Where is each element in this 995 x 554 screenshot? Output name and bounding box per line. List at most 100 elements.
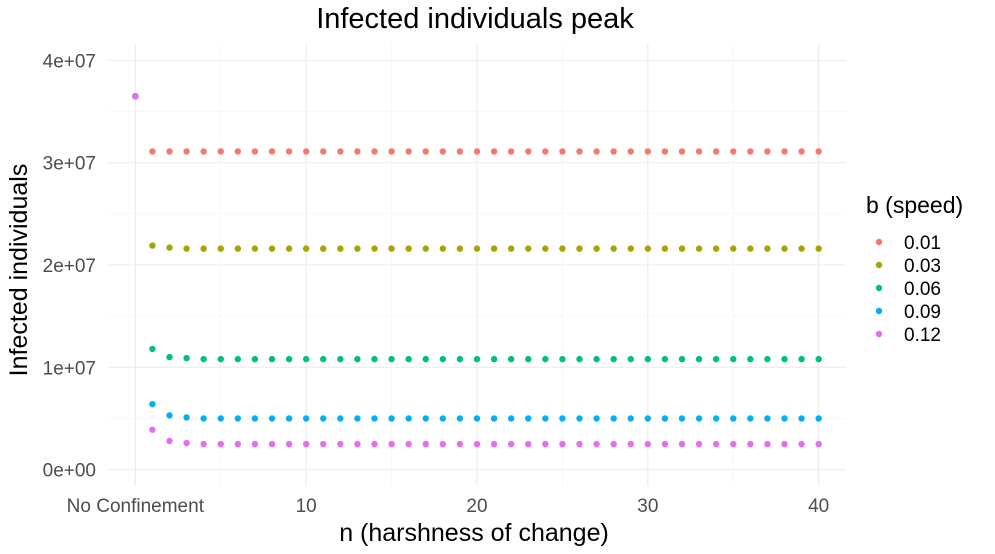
data-point-series-2: [678, 355, 686, 363]
data-point-series-3: [388, 415, 395, 422]
data-point-series-4: [747, 440, 754, 448]
data-point-series-2: [661, 355, 669, 363]
data-point-series-2: [610, 355, 617, 363]
x-tick-label: 10: [296, 496, 317, 517]
data-point-series-0: [149, 148, 156, 155]
data-point-series-1: [815, 245, 822, 252]
data-point-series-4: [183, 439, 190, 447]
data-point-series-0: [798, 148, 805, 155]
data-point-series-1: [747, 245, 754, 252]
data-point-series-2: [781, 355, 788, 363]
data-point-series-4: [285, 440, 293, 448]
data-point-series-3: [456, 415, 464, 422]
data-point-series-1: [661, 245, 669, 252]
x-axis-ticks: No Confinement 10 20 30 40: [67, 496, 830, 517]
data-point-series-1: [166, 244, 173, 251]
data-points: [132, 92, 822, 448]
data-point-series-3: [798, 415, 805, 422]
data-point-series-4: [439, 440, 447, 448]
data-point-series-0: [388, 148, 395, 155]
data-point-series-1: [354, 245, 361, 252]
data-point-series-0: [422, 148, 429, 155]
data-point-series-4: [678, 440, 686, 448]
data-point-series-4: [217, 440, 224, 448]
data-point-series-2: [764, 355, 771, 363]
data-point-series-0: [473, 148, 481, 155]
data-point-series-3: [525, 415, 532, 422]
data-point-series-1: [320, 245, 327, 252]
data-point-series-0: [747, 148, 754, 155]
data-point-series-3: [183, 414, 190, 421]
data-point-series-2: [798, 355, 805, 363]
data-point-series-2: [730, 355, 737, 363]
data-point-series-0: [610, 148, 617, 155]
data-point-series-2: [576, 355, 583, 363]
y-tick-label: 1e+07: [43, 358, 96, 379]
data-point-series-2: [712, 355, 720, 363]
data-point-series-4: [149, 426, 156, 433]
data-point-series-1: [610, 245, 617, 252]
data-point-series-1: [268, 245, 276, 252]
data-point-series-3: [730, 415, 737, 422]
data-point-series-0: [439, 148, 447, 155]
data-point-series-2: [302, 355, 310, 363]
legend-key-3: [875, 307, 883, 315]
legend-title: b (speed): [866, 192, 963, 218]
y-tick-label: 2e+07: [43, 256, 96, 277]
data-point-series-3: [644, 415, 652, 422]
data-point-series-0: [183, 148, 190, 155]
data-point-series-3: [473, 415, 481, 422]
data-point-series-3: [251, 415, 259, 422]
data-point-series-4: [542, 440, 549, 448]
data-point-series-1: [405, 245, 412, 252]
data-point-series-1: [593, 245, 600, 252]
data-point-series-2: [354, 355, 361, 363]
data-point-series-2: [183, 354, 190, 362]
data-point-series-3: [149, 400, 156, 408]
data-point-series-1: [456, 245, 464, 252]
data-point-series-3: [815, 415, 822, 422]
data-point-series-0: [200, 148, 207, 155]
y-axis-title: Infected individuals: [5, 164, 33, 377]
data-point-series-4: [422, 440, 429, 448]
data-point-series-4: [525, 440, 532, 448]
data-point-series-3: [593, 415, 600, 422]
data-point-series-4: [132, 92, 139, 100]
data-point-series-0: [166, 148, 173, 155]
data-point-series-2: [507, 355, 515, 363]
data-point-series-4: [507, 440, 515, 448]
data-point-series-4: [320, 440, 327, 448]
legend-label-2: 0.06: [904, 279, 941, 300]
data-point-series-2: [388, 355, 395, 363]
data-point-series-1: [695, 245, 703, 252]
data-point-series-1: [302, 245, 310, 252]
data-point-series-2: [371, 355, 378, 363]
data-point-series-0: [371, 148, 378, 155]
data-point-series-2: [456, 355, 464, 363]
data-point-series-3: [217, 415, 224, 422]
x-tick-label: 40: [808, 496, 829, 517]
data-point-series-1: [525, 245, 532, 252]
data-point-series-0: [542, 148, 549, 155]
data-point-series-3: [439, 415, 447, 422]
x-tick-label: 30: [637, 496, 658, 517]
legend-key-1: [875, 261, 883, 269]
data-point-series-3: [507, 415, 515, 422]
data-point-series-2: [217, 355, 224, 363]
legend-label-1: 0.03: [904, 256, 941, 277]
chart-title: Infected individuals peak: [316, 3, 634, 35]
data-point-series-1: [781, 245, 788, 252]
data-point-series-0: [593, 148, 600, 155]
data-point-series-4: [302, 440, 310, 448]
data-point-series-2: [234, 355, 242, 363]
data-point-series-4: [251, 440, 259, 448]
data-point-series-4: [730, 440, 737, 448]
data-point-series-0: [234, 148, 242, 155]
data-point-series-3: [285, 415, 293, 422]
data-point-series-1: [251, 245, 259, 252]
data-point-series-2: [268, 355, 276, 363]
data-point-series-4: [388, 440, 395, 448]
data-point-series-3: [234, 415, 242, 422]
data-point-series-3: [559, 415, 566, 422]
